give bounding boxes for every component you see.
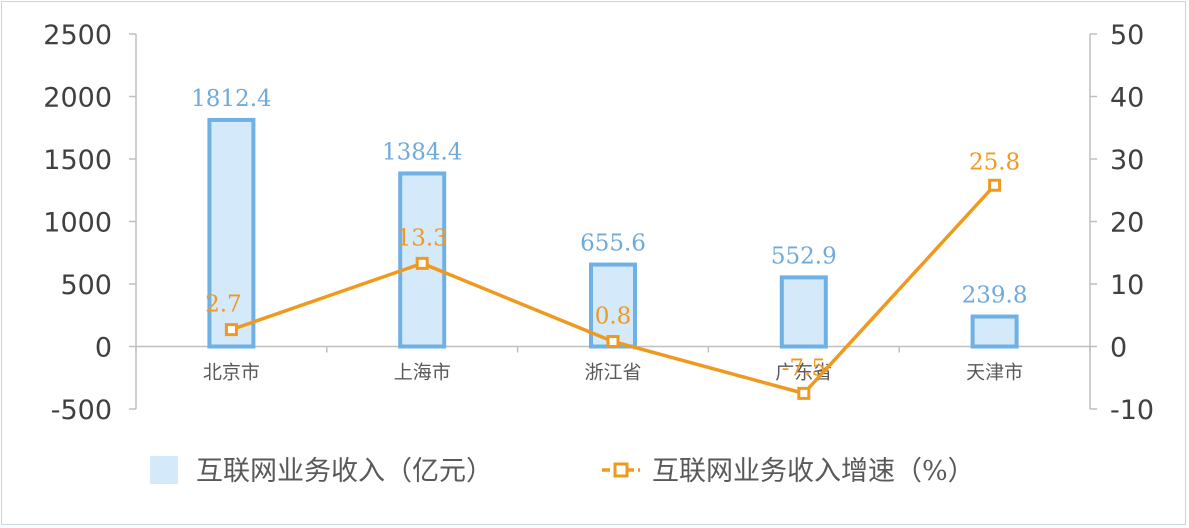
x-tick-label: 北京市 bbox=[203, 362, 260, 384]
line-point bbox=[606, 335, 620, 348]
line-value-label: -7.5 bbox=[782, 355, 826, 381]
bar-swatch-icon bbox=[150, 456, 178, 484]
bar bbox=[207, 117, 256, 349]
line-value-label: 25.8 bbox=[969, 149, 1020, 175]
bar-value-label: 655.6 bbox=[580, 231, 646, 257]
y-tick-label-right: 40 bbox=[1110, 83, 1144, 114]
bar bbox=[589, 262, 637, 349]
y-tick-label-left: 0 bbox=[95, 333, 112, 364]
bar-value-label: 1812.4 bbox=[191, 86, 271, 112]
line-point bbox=[415, 256, 429, 270]
line-point bbox=[797, 386, 811, 400]
legend: 互联网业务收入（亿元） 互联网业务收入增速（%） bbox=[150, 456, 975, 487]
legend-label-line: 互联网业务收入增速（%） bbox=[652, 456, 975, 487]
bar-value-label: 552.9 bbox=[771, 243, 837, 269]
y-tick-label-left: -500 bbox=[51, 395, 112, 426]
line-point bbox=[988, 178, 1002, 192]
bar-value-label: 1384.4 bbox=[382, 139, 462, 165]
y-tick-label-left: 500 bbox=[60, 270, 112, 301]
y-tick-label-left: 1500 bbox=[43, 145, 112, 176]
growth-line bbox=[224, 178, 1002, 400]
x-tick-label: 天津市 bbox=[966, 362, 1023, 384]
y-tick-label-left: 2000 bbox=[43, 83, 112, 114]
y-tick-label-right: -10 bbox=[1110, 395, 1154, 426]
y-tick-label-right: 50 bbox=[1110, 20, 1144, 51]
line-value-label: 0.8 bbox=[595, 304, 632, 330]
y-tick-label-left: 2500 bbox=[43, 20, 112, 51]
y-tick-label-right: 20 bbox=[1110, 208, 1144, 239]
line-value-label: 2.7 bbox=[205, 292, 242, 318]
x-tick-label: 上海市 bbox=[394, 362, 451, 384]
bar bbox=[970, 314, 1019, 349]
y-tick-label-right: 30 bbox=[1110, 145, 1144, 176]
y-tick-label-right: 10 bbox=[1110, 270, 1144, 301]
line-marker-square bbox=[613, 462, 629, 478]
x-tick-label: 浙江省 bbox=[584, 362, 641, 384]
y-tick-label-right: 0 bbox=[1110, 333, 1127, 364]
bar-value-label: 239.8 bbox=[962, 283, 1028, 309]
data-labels: 1812.4 1384.4 655.6 552.9 239.8 2.7 13.3 0.8 -7.… bbox=[191, 86, 1027, 381]
line-point bbox=[224, 323, 238, 337]
bar bbox=[779, 275, 828, 349]
y-tick-label-left: 1000 bbox=[43, 208, 112, 239]
line-value-label: 13.3 bbox=[397, 225, 448, 251]
legend-label-bars: 互联网业务收入（亿元） bbox=[196, 456, 493, 487]
